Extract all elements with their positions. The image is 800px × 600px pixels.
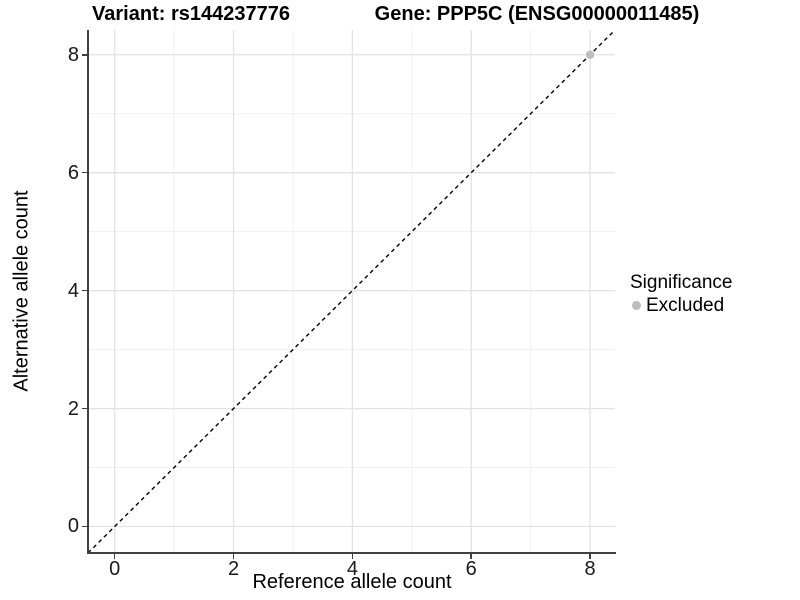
x-tick-label: 0 — [109, 558, 121, 580]
y-tick-mark — [82, 407, 87, 410]
y-tick-label: 2 — [67, 397, 79, 420]
identity-dashed-line — [88, 30, 615, 553]
x-tick-label: 2 — [228, 558, 240, 580]
legend-point-icon — [632, 301, 641, 310]
y-tick-mark — [82, 54, 87, 56]
x-tick-mark — [113, 554, 116, 559]
y-tick-mark — [82, 525, 87, 528]
x-axis-title: Reference allele count — [252, 571, 452, 593]
y-axis-title: Alternative allele count — [10, 190, 33, 392]
legend-item-label: Excluded — [646, 295, 725, 316]
y-tick-label: 6 — [67, 161, 79, 184]
x-tick-mark — [470, 554, 472, 559]
x-tick-label: 8 — [584, 558, 596, 580]
data-point — [585, 50, 595, 59]
x-axis-line — [87, 552, 616, 554]
x-tick-mark — [351, 554, 354, 559]
x-tick-label: 6 — [465, 558, 477, 580]
x-tick-mark — [232, 554, 235, 559]
plot-title-variant: Variant: rs144237776 — [92, 3, 290, 25]
plot-title-gene: Gene: PPP5C (ENSG00000011485) — [374, 3, 700, 25]
legend: Significance Excluded — [630, 272, 732, 316]
y-tick-mark — [82, 171, 87, 174]
plot-panel — [88, 30, 615, 553]
y-axis-line — [87, 30, 89, 554]
y-tick-label: 4 — [67, 279, 79, 302]
y-tick-label: 8 — [67, 43, 79, 66]
x-tick-label: 4 — [346, 558, 358, 580]
legend-item-excluded: Excluded — [630, 295, 732, 316]
legend-title: Significance — [630, 272, 733, 293]
y-tick-mark — [82, 289, 87, 292]
x-tick-mark — [589, 554, 591, 559]
y-tick-label: 0 — [67, 515, 79, 538]
plot-canvas — [88, 30, 615, 553]
